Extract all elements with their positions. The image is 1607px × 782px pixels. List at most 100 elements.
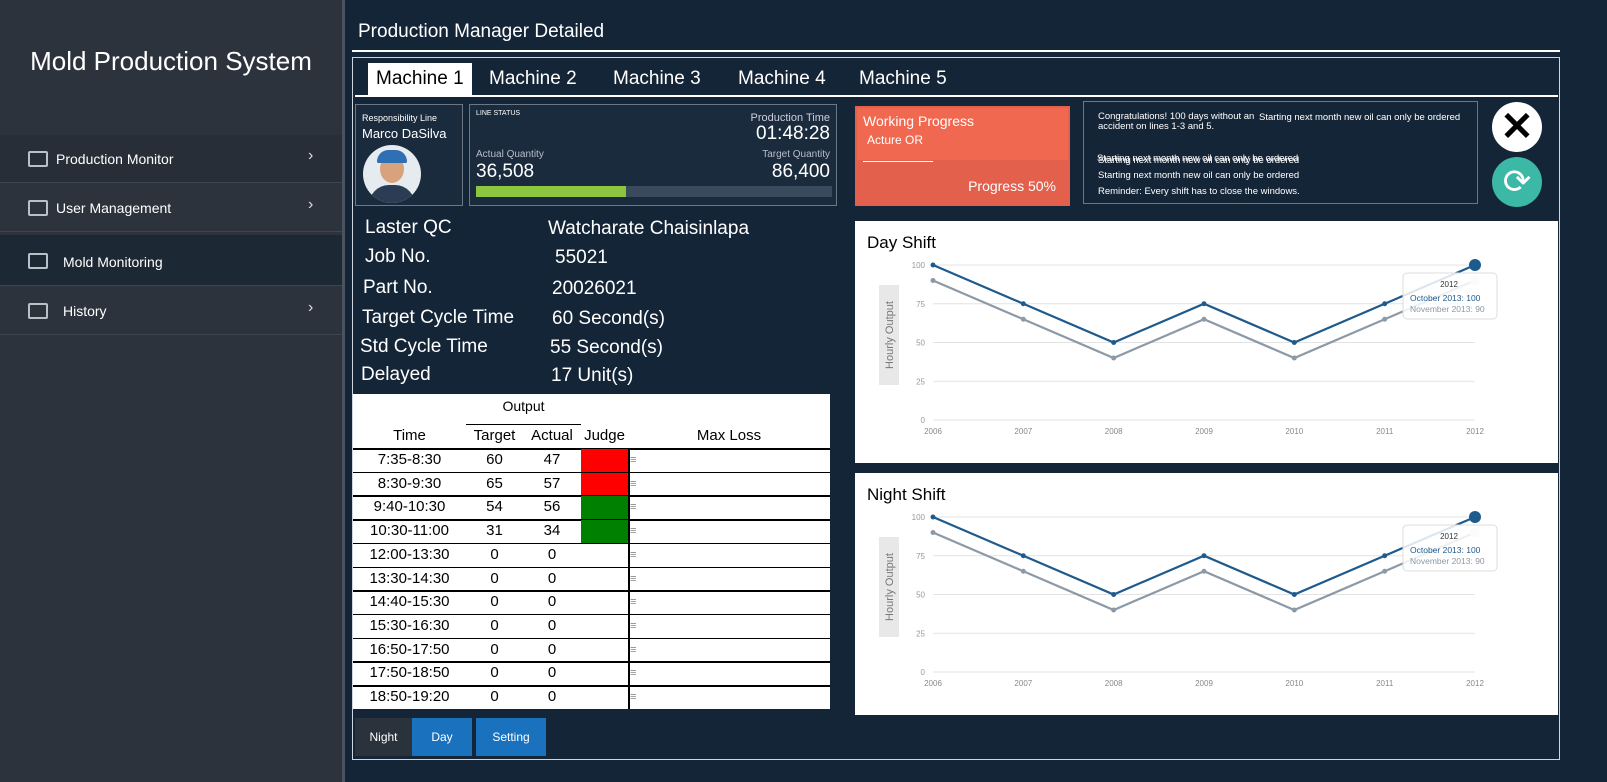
wp-top	[857, 108, 1068, 160]
menu-item[interactable]: Production Monitor ›	[0, 135, 342, 183]
cell-actual: 0	[547, 593, 557, 611]
cell-actual: 0	[547, 688, 557, 705]
chevron: ›	[308, 147, 314, 164]
col-rule	[628, 448, 630, 709]
row-rule	[353, 661, 830, 663]
wp-progress: Progress 50%	[968, 178, 1056, 194]
point	[1020, 553, 1026, 559]
notice: Starting next month new oil can only be …	[1098, 170, 1300, 181]
detail-value: 55 Second(s)	[550, 337, 664, 358]
x-tick-label: 2011	[1376, 679, 1394, 688]
menu-icon	[28, 151, 48, 167]
y-axis-label: Hourly Output	[884, 301, 896, 369]
close-button[interactable]: ✕	[1492, 102, 1542, 152]
refresh-button[interactable]: ⟳	[1492, 157, 1542, 207]
cell-target: 60	[486, 451, 503, 468]
menu-label: History	[63, 303, 107, 319]
menu-icon	[28, 303, 48, 319]
detail-label: Delayed	[361, 364, 431, 385]
notice-extra: Starting next month new oil can only be …	[1097, 153, 1299, 164]
panel	[352, 57, 1560, 760]
menu-item[interactable]: Mold Monitoring	[0, 235, 342, 286]
wp-subtitle: Acture OR	[867, 133, 924, 147]
group-rule	[466, 424, 581, 425]
line-chart: Day Shift Hourly Output 0 25 50 75 100 2006 2007…	[855, 221, 1558, 463]
cell-actual: 0	[547, 616, 557, 634]
tooltip-line: November 2013: 90	[1410, 304, 1485, 314]
point	[1201, 568, 1207, 574]
resp-name: Marco DaSilva	[362, 126, 447, 141]
point	[1111, 592, 1117, 597]
tab[interactable]: Machine 2	[489, 68, 577, 89]
progress-fill	[476, 186, 627, 197]
tooltip-line: November 2013: 90	[1410, 556, 1485, 566]
row-rule	[353, 495, 830, 497]
tab[interactable]: Machine 1	[368, 63, 472, 95]
tooltip	[1402, 524, 1498, 572]
cell-time: 14:40-15:30	[369, 593, 450, 611]
cell-actual: 34	[543, 522, 561, 540]
tab[interactable]: Machine 5	[859, 68, 947, 89]
notice: Congratulations! 100 days without an acc…	[1098, 111, 1255, 132]
menu-icon: ≡	[630, 667, 637, 680]
ls-actual: 36,508	[476, 161, 535, 182]
menu-icon: ≡	[630, 691, 637, 703]
cell-time: 16:50-17:50	[369, 640, 450, 658]
menu-icon: ≡	[630, 525, 637, 538]
tab[interactable]: Machine 3	[613, 68, 701, 89]
y-tick-label: 0	[921, 416, 926, 425]
notice: Starting next month new oil can only be …	[1098, 155, 1300, 166]
cell-actual: 0	[547, 664, 557, 682]
cell-target: 0	[490, 664, 499, 682]
cell-target: 0	[490, 616, 499, 634]
y-tick-label: 100	[912, 513, 926, 522]
tooltip-title: 2012	[1440, 280, 1458, 289]
cell-target: 0	[490, 545, 499, 563]
detail-label: Laster QC	[365, 217, 452, 238]
cell-time: 15:30-16:30	[369, 616, 450, 634]
page-title: Production Manager Detailed	[358, 21, 605, 42]
menu-icon: ≡	[630, 643, 637, 656]
y-tick-label: 75	[916, 300, 925, 309]
menu-item[interactable]: History ›	[0, 287, 342, 335]
cell-time: 9:40-10:30	[373, 498, 446, 516]
point	[1020, 568, 1026, 574]
tab[interactable]: Machine 4	[738, 68, 826, 89]
menu-icon	[28, 253, 48, 269]
cell-judge	[581, 520, 628, 543]
x-tick-label: 2007	[1014, 679, 1032, 688]
x-tick-label: 2007	[1014, 427, 1032, 436]
point	[930, 530, 936, 535]
cell-time: 13:30-14:30	[369, 569, 450, 587]
progress-track	[476, 186, 832, 197]
cell-time: 12:00-13:30	[369, 545, 450, 563]
menu-icon: ≡	[630, 477, 637, 490]
app-title: Mold Production System	[30, 46, 312, 76]
button[interactable]: Day	[412, 718, 472, 756]
menu-item[interactable]: User Management ›	[0, 184, 342, 232]
x-tick-label: 2012	[1466, 427, 1484, 436]
row-rule	[353, 519, 830, 521]
button[interactable]: Setting	[476, 718, 546, 756]
point	[930, 514, 936, 520]
group-header: Output	[502, 398, 545, 414]
point	[1382, 316, 1388, 322]
cell-target: 0	[490, 688, 499, 705]
tooltip-title: 2012	[1440, 532, 1458, 541]
row-rule	[353, 637, 830, 640]
cell-actual: 0	[547, 640, 557, 658]
notice-board: Congratulations! 100 days without an acc…	[1083, 101, 1478, 204]
menu-icon: ≡	[630, 619, 637, 632]
cell-time: 8:30-9:30	[377, 474, 442, 492]
button[interactable]: Night	[355, 718, 412, 756]
ls-label: LINE STATUS	[476, 110, 521, 117]
detail-value: 60 Second(s)	[552, 308, 666, 329]
detail-value: 55021	[555, 247, 608, 268]
y-label-bg	[879, 537, 899, 637]
point	[1291, 355, 1297, 361]
chart-title: Day Shift	[867, 233, 936, 252]
detail-value: 20026021	[552, 278, 637, 299]
x-tick-label: 2010	[1285, 679, 1303, 688]
cell-actual: 56	[543, 498, 561, 516]
